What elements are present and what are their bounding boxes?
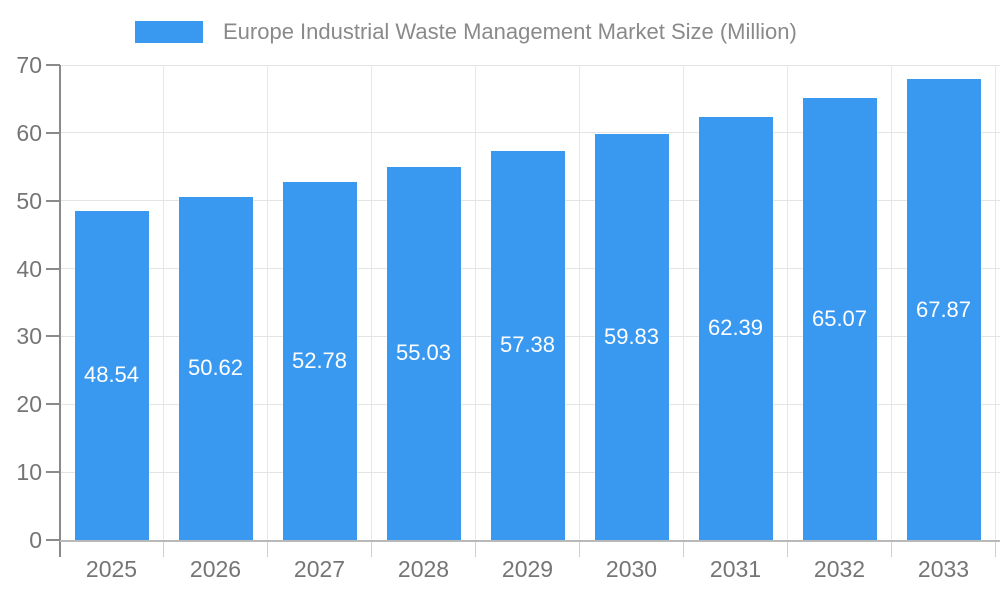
x-tick [475,542,476,557]
bar[interactable] [594,134,669,540]
x-axis-label: 2031 [709,556,762,582]
h-gridline [59,132,1000,134]
y-tick [45,267,60,270]
x-axis-label: 2026 [189,556,242,582]
v-gridline [683,65,684,540]
bar-value-label: 50.62 [187,355,244,381]
x-axis-label: 2027 [293,556,346,582]
bar-value-label: 65.07 [811,306,868,332]
y-axis-label: 50 [16,187,42,214]
bar-value-label: 48.54 [83,362,140,388]
v-gridline [579,65,580,540]
bar[interactable] [282,181,357,540]
x-axis-line [59,540,1000,542]
v-gridline [475,65,476,540]
bar[interactable] [178,196,253,540]
y-axis-line [58,65,61,557]
y-tick [45,539,60,541]
legend-swatch-icon [135,21,203,43]
y-tick [45,335,60,338]
y-axis-label: 40 [16,255,42,282]
h-gridline [59,64,1000,66]
v-gridline [891,65,892,540]
y-axis-label: 70 [16,52,42,78]
bar-value-label: 59.83 [603,324,660,349]
x-tick [267,542,268,557]
y-tick [45,403,60,406]
x-axis-label: 2025 [85,556,138,582]
y-axis-label: 60 [16,119,42,146]
y-tick [45,471,60,474]
bar[interactable] [386,166,461,540]
v-gridline [267,65,268,540]
bar[interactable] [74,210,149,540]
bar[interactable] [698,116,773,540]
y-tick [45,64,60,66]
v-gridline [995,65,996,540]
x-tick [683,542,684,557]
bar[interactable] [490,150,565,540]
bar-value-label: 67.87 [915,296,972,322]
y-tick [45,131,60,134]
v-gridline [163,65,164,540]
y-axis-label: 10 [16,459,42,486]
bar[interactable] [906,79,981,540]
x-tick [579,542,580,557]
y-axis-label: 20 [16,391,42,418]
x-tick [995,542,996,557]
x-axis-label: 2028 [397,556,450,582]
y-axis-label: 30 [16,323,42,350]
x-axis-label: 2030 [605,556,658,582]
chart-title: Europe Industrial Waste Management Marke… [223,19,797,44]
v-gridline [371,65,372,540]
bar-value-label: 52.78 [291,347,348,373]
v-gridline [787,65,788,540]
y-tick [45,199,60,202]
x-tick [163,542,164,557]
x-axis-label: 2032 [813,556,866,582]
bar-value-label: 55.03 [395,340,452,366]
x-axis-label: 2029 [501,556,554,582]
x-tick [787,542,788,557]
bar-value-label: 62.39 [707,315,764,341]
x-tick [371,542,372,557]
y-axis-label: 0 [29,527,42,553]
x-tick [891,542,892,557]
bar-value-label: 57.38 [499,332,556,358]
bar[interactable] [802,98,877,540]
x-axis-label: 2033 [917,556,970,582]
